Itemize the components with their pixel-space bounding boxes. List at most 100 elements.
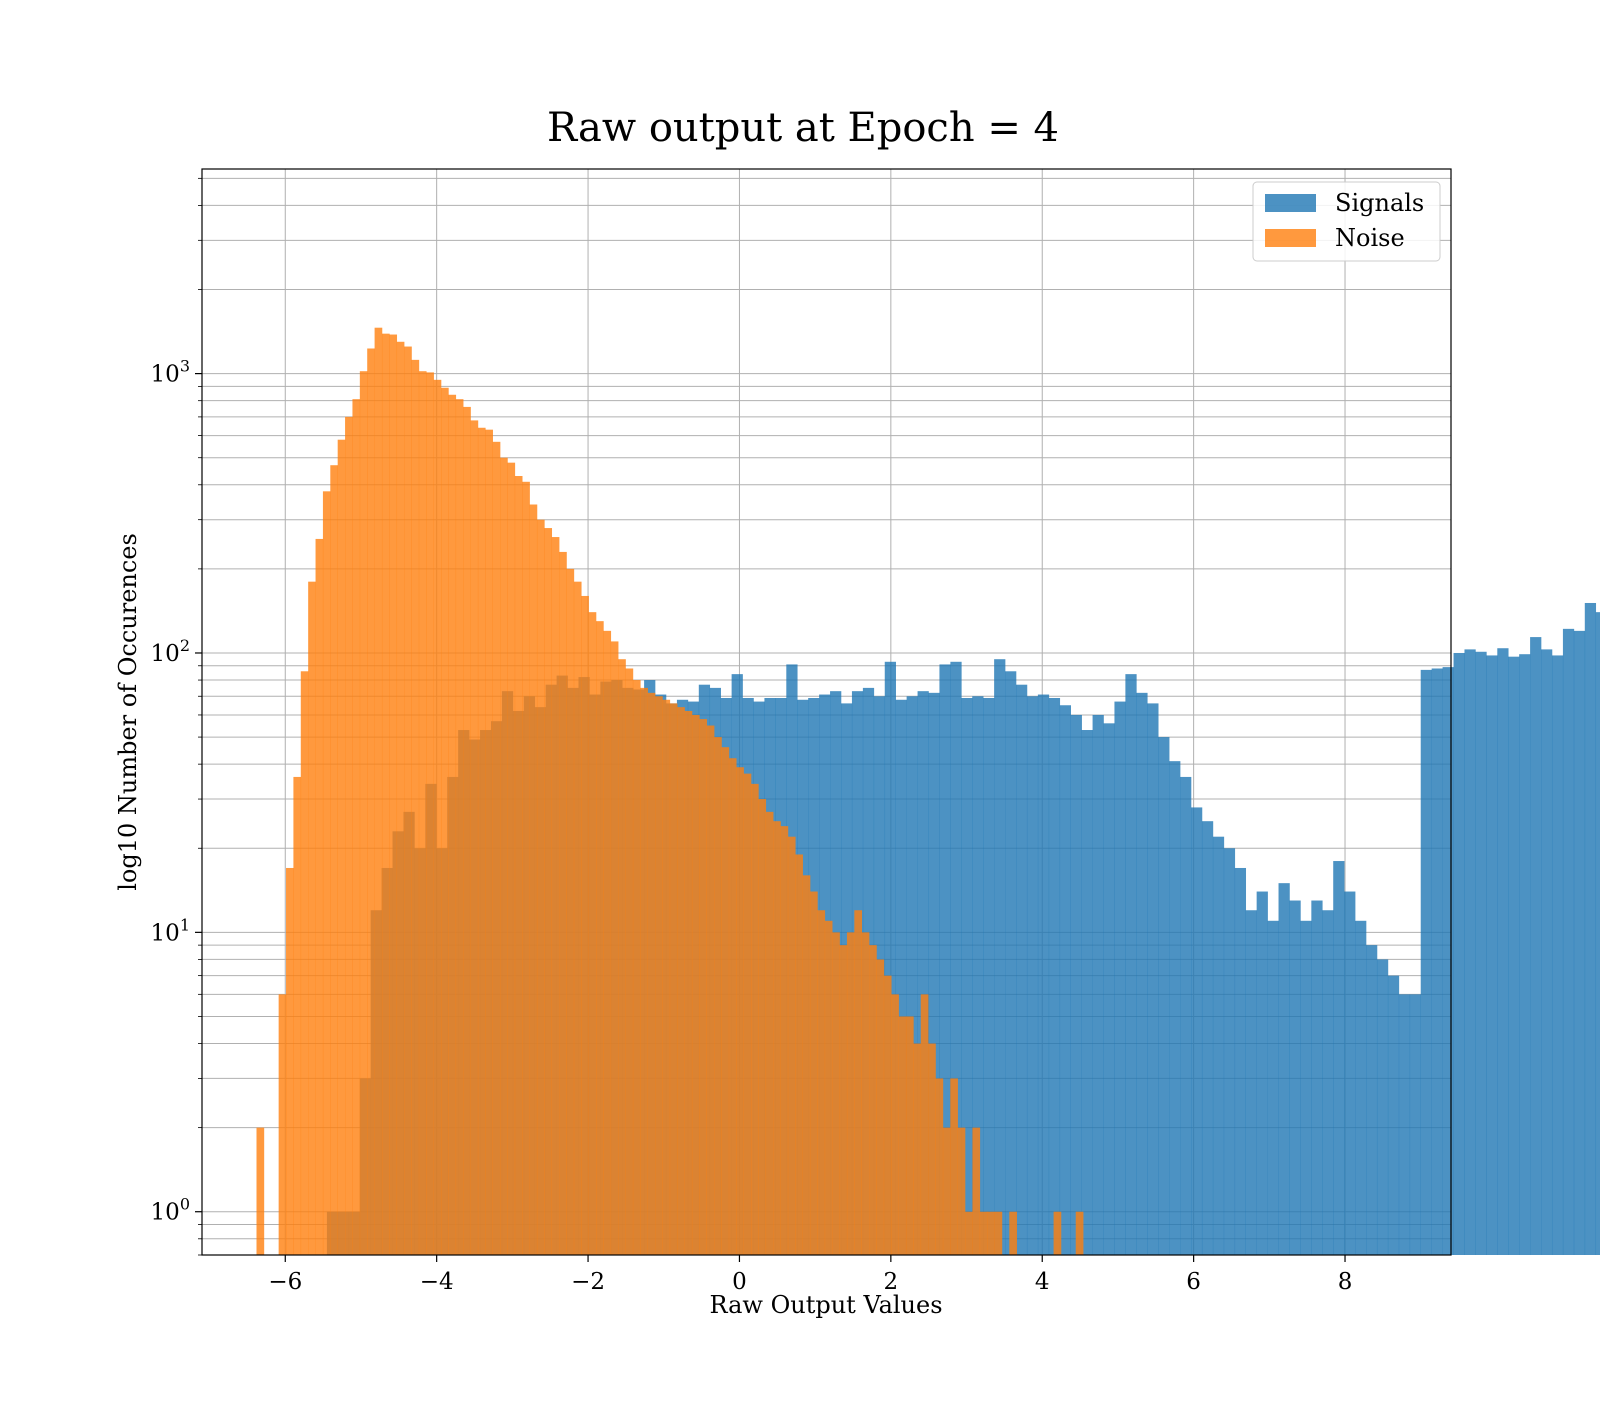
noise-bar: [618, 659, 626, 1255]
noise-bar: [935, 1078, 944, 1255]
x-tick-label: −6: [268, 1269, 302, 1295]
signals-bar: [1267, 920, 1279, 1255]
signals-bar: [1048, 698, 1061, 1255]
noise-bar: [699, 719, 708, 1255]
noise-bar: [972, 1127, 981, 1255]
x-tick-label: 8: [1338, 1269, 1353, 1295]
noise-bar: [315, 538, 324, 1255]
signals-bar: [1475, 651, 1487, 1255]
signals-bar: [1191, 807, 1203, 1255]
noise-bar: [647, 692, 656, 1255]
signals-bar: [1376, 959, 1389, 1255]
noise-bar: [750, 783, 759, 1255]
x-tick-label: 2: [884, 1269, 899, 1295]
noise-bar: [957, 1127, 966, 1255]
x-tick-label: 6: [1186, 1269, 1201, 1295]
signals-bar: [1278, 883, 1290, 1255]
noise-bar: [913, 1043, 922, 1255]
noise-bar: [337, 439, 346, 1255]
noise-bar: [470, 420, 479, 1256]
signals-bar: [994, 659, 1006, 1255]
noise-bar: [743, 773, 752, 1255]
signals-bar: [1322, 910, 1334, 1255]
noise-bar: [455, 399, 464, 1255]
noise-bar: [286, 867, 294, 1255]
signals-bar: [1103, 723, 1115, 1255]
noise-bar: [787, 836, 796, 1255]
signals-bar: [917, 691, 929, 1255]
signals-bar: [1366, 945, 1378, 1255]
signals-bar: [972, 696, 984, 1255]
noise-bar: [965, 1211, 973, 1255]
signals-bar: [1409, 994, 1422, 1255]
signals-bar: [906, 696, 918, 1255]
noise-bar: [891, 994, 899, 1255]
legend: Signals Noise: [1252, 181, 1441, 262]
signals-bar: [1464, 649, 1476, 1255]
noise-bar: [463, 406, 471, 1255]
noise-bar: [950, 1078, 958, 1255]
noise-bar: [780, 826, 789, 1255]
noise-bar: [559, 551, 567, 1255]
signals-bar: [1497, 648, 1509, 1255]
signals-bar: [1037, 694, 1050, 1255]
noise-bar: [322, 491, 331, 1255]
noise-bar: [485, 429, 493, 1255]
signals-bar: [1311, 900, 1323, 1255]
noise-bar: [492, 441, 501, 1255]
x-tick-label: 4: [1035, 1269, 1050, 1295]
noise-bar: [736, 767, 744, 1255]
noise-bar: [655, 696, 663, 1255]
signals-bar: [1180, 776, 1192, 1255]
noise-bar: [869, 945, 877, 1255]
noise-bar: [846, 932, 855, 1255]
noise-bar: [832, 932, 840, 1255]
signals-bar: [1344, 891, 1356, 1255]
signals-bar: [1300, 920, 1312, 1255]
noise-bar: [596, 621, 604, 1255]
noise-bar: [662, 699, 671, 1255]
noise-bar: [854, 910, 862, 1255]
signals-bar: [961, 698, 973, 1255]
signals-bar: [895, 699, 907, 1255]
signals-bar: [1256, 891, 1268, 1255]
signals-bar: [950, 661, 962, 1255]
signals-bar: [1125, 674, 1137, 1255]
signals-bar: [1595, 612, 1600, 1255]
signals-bar: [1541, 649, 1553, 1255]
noise-bar: [632, 680, 641, 1255]
noise-bar: [500, 457, 508, 1255]
signals-bar: [1245, 910, 1257, 1255]
y-tick-label: 102: [151, 636, 190, 667]
noise-bar: [345, 416, 353, 1255]
noise-bar: [994, 1211, 1003, 1255]
legend-swatch-signals: [1265, 194, 1316, 212]
noise-bar: [817, 910, 826, 1255]
signals-bar: [1420, 669, 1432, 1255]
noise-bar: [802, 875, 811, 1255]
noise-bar: [758, 799, 767, 1255]
signals-bar: [1081, 730, 1093, 1255]
signals-bar: [1584, 602, 1597, 1255]
signals-bar: [1026, 696, 1039, 1255]
noise-bar: [810, 891, 818, 1255]
noise-bar: [330, 465, 338, 1255]
signals-bar: [1059, 705, 1071, 1255]
signals-bar: [928, 692, 940, 1255]
noise-bar: [625, 668, 634, 1255]
signals-bar: [1530, 637, 1542, 1255]
noise-bar: [905, 1016, 914, 1255]
noise-bar: [396, 341, 405, 1255]
chart-title: Raw output at Epoch = 4: [547, 105, 1059, 151]
noise-bar: [588, 612, 597, 1255]
legend-swatch-noise: [1265, 229, 1316, 247]
signals-bar: [1398, 994, 1411, 1255]
noise-bar: [684, 710, 693, 1255]
noise-bar: [714, 737, 722, 1255]
noise-bars: [256, 327, 1084, 1256]
noise-bar: [1009, 1211, 1017, 1255]
noise-bar: [824, 920, 833, 1255]
noise-bar: [256, 1127, 265, 1255]
